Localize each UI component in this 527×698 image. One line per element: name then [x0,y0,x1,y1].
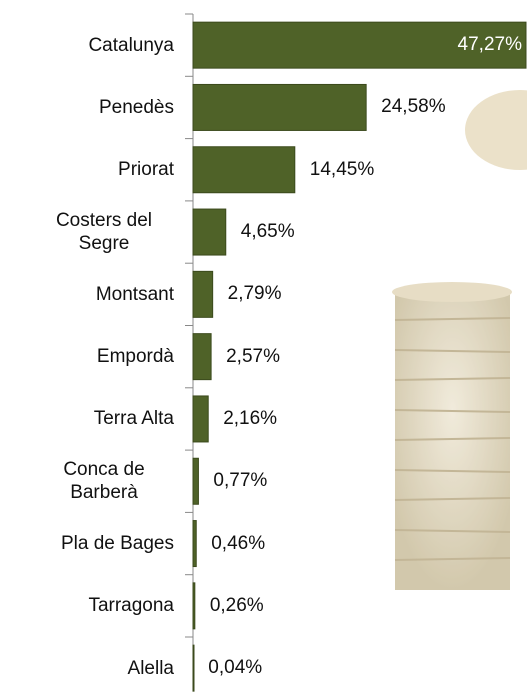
category-label-text: Terra Alta [93,408,174,430]
value-label-text: 24,58% [381,96,446,118]
category-label: Tarragona [0,576,174,636]
value-label-text: 4,65% [240,221,295,243]
background-coins [392,90,527,590]
value-label: 24,58% [381,92,445,122]
value-label: 2,79% [228,279,282,309]
category-label-text: Penedès [98,96,174,118]
value-label: 0,46% [211,529,265,559]
category-label: Pla de Bages [0,514,174,574]
bar [192,395,209,443]
value-label-text: 0,26% [209,594,264,616]
value-label: 2,16% [223,404,277,434]
value-label: 4,65% [241,217,295,247]
bar [192,457,199,505]
category-label-text: Priorat [118,159,174,181]
category-label-text: Conca de Barberà [63,459,145,504]
category-label-text: Tarragona [88,595,174,617]
category-label: Costers del Segre [0,202,174,262]
value-label: 0,26% [210,591,264,621]
category-label: Empordà [0,327,174,387]
category-label-text: Costers del Segre [55,210,153,255]
bar [192,582,196,630]
category-label: Priorat [0,140,174,200]
bar [192,333,212,381]
bar [192,21,527,69]
value-label-text: 2,16% [223,407,278,429]
value-label: 0,77% [213,466,267,496]
value-label-text: 2,57% [226,345,280,367]
bar [192,520,197,568]
category-label-text: Empordà [96,346,174,368]
category-label: Penedès [0,77,174,137]
bar [192,83,367,131]
category-label: Terra Alta [0,389,174,449]
category-label: Catalunya [0,15,174,75]
category-label-text: Pla de Bages [60,533,174,555]
category-label: Conca de Barberà [0,451,174,511]
value-label-text: 0,04% [208,657,263,679]
value-label: 47,27% [193,30,522,60]
bar [192,208,227,256]
value-label: 0,04% [208,653,262,683]
value-label-text: 2,79% [227,283,282,305]
bar [192,270,214,318]
category-label: Alella [0,638,174,698]
category-label-text: Montsant [95,283,174,305]
value-label: 14,45% [310,155,374,185]
value-label: 2,57% [226,342,280,372]
category-label: Montsant [0,264,174,324]
value-label-text: 14,45% [309,158,375,180]
category-label-text: Alella [127,657,174,679]
category-label-text: Catalunya [88,34,174,56]
value-label-text: 47,27% [457,34,522,56]
bar [192,644,195,692]
value-label-text: 0,46% [211,532,266,554]
bar [192,146,296,194]
value-label-text: 0,77% [213,470,268,492]
